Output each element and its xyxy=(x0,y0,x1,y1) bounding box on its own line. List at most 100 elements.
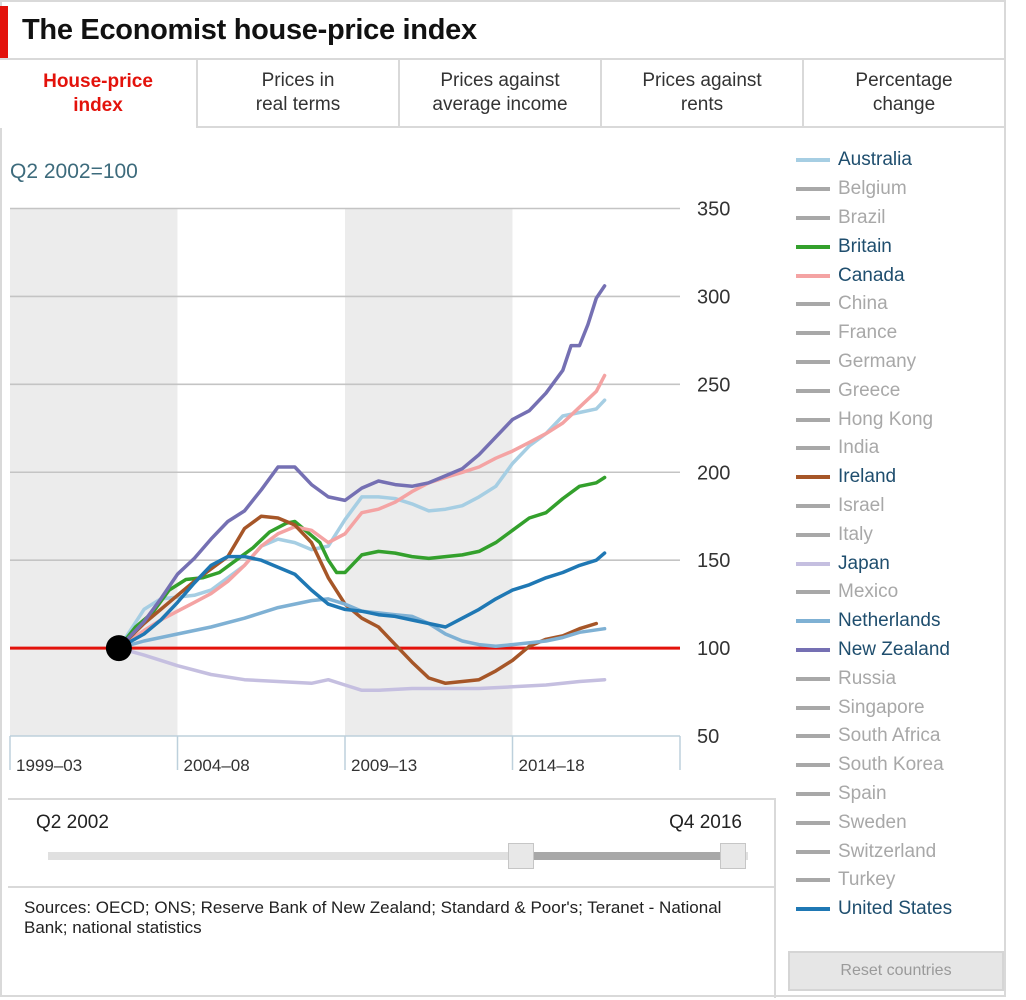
legend-label: Brazil xyxy=(838,206,886,228)
series-line-canada xyxy=(117,373,607,650)
legend-swatch xyxy=(796,215,830,220)
legend-label: Israel xyxy=(838,494,885,516)
legend-item-brazil[interactable]: Brazil xyxy=(796,204,1006,233)
legend-swatch xyxy=(796,187,830,192)
legend-label: Turkey xyxy=(838,869,896,891)
legend-label: Japan xyxy=(838,552,890,574)
legend-label: Germany xyxy=(838,350,917,372)
slider-track[interactable] xyxy=(48,852,748,860)
series-line-united-states xyxy=(117,551,607,650)
x-tick-label: 2009–13 xyxy=(351,756,417,775)
legend-item-belgium[interactable]: Belgium xyxy=(796,175,1006,204)
legend-label: South Africa xyxy=(838,725,941,747)
legend-swatch xyxy=(796,446,830,451)
legend-item-germany[interactable]: Germany xyxy=(796,348,1006,377)
legend-swatch xyxy=(796,676,830,681)
sources-note: Sources: OECD; ONS; Reserve Bank of New … xyxy=(8,886,776,998)
legend-item-netherlands[interactable]: Netherlands xyxy=(796,607,1006,636)
legend-item-sweden[interactable]: Sweden xyxy=(796,808,1006,837)
legend-item-israel[interactable]: Israel xyxy=(796,492,1006,521)
legend-swatch xyxy=(796,878,830,883)
page-title: The Economist house-price index xyxy=(22,14,477,46)
legend-item-russia[interactable]: Russia xyxy=(796,664,1006,693)
legend-item-india[interactable]: India xyxy=(796,434,1006,463)
tab-label: House-price index xyxy=(43,71,153,116)
tab-prices-against-rents[interactable]: Prices against rents xyxy=(600,60,802,128)
slider-start-label: Q2 2002 xyxy=(36,812,109,833)
legend-swatch xyxy=(796,561,830,566)
legend-item-italy[interactable]: Italy xyxy=(796,520,1006,549)
y-tick-label: 100 xyxy=(697,638,730,660)
legend-item-france[interactable]: France xyxy=(796,319,1006,348)
legend-swatch xyxy=(796,503,830,508)
legend-label: Ireland xyxy=(838,466,897,488)
series-line-new-zealand xyxy=(117,284,607,650)
legend-item-hong-kong[interactable]: Hong Kong xyxy=(796,405,1006,434)
y-tick-label: 300 xyxy=(697,286,730,308)
slider-start-handle[interactable] xyxy=(508,843,534,869)
legend-swatch xyxy=(796,273,830,278)
legend-item-spain[interactable]: Spain xyxy=(796,780,1006,809)
series-line-japan xyxy=(117,646,607,693)
legend-swatch xyxy=(796,417,830,422)
legend-label: New Zealand xyxy=(838,638,950,660)
legend-swatch xyxy=(796,475,830,480)
legend-label: United States xyxy=(838,898,953,920)
y-tick-label: 350 xyxy=(697,199,730,221)
legend-swatch xyxy=(796,763,830,768)
tab-prices-in-real-terms[interactable]: Prices in real terms xyxy=(196,60,398,128)
legend-item-canada[interactable]: Canada xyxy=(796,261,1006,290)
x-tick-label: 1999–03 xyxy=(16,756,82,775)
legend-swatch xyxy=(796,791,830,796)
y-tick-label: 250 xyxy=(697,374,730,396)
legend-label: Belgium xyxy=(838,178,907,200)
tab-house-price-index[interactable]: House-price index xyxy=(0,60,196,128)
legend-swatch xyxy=(796,331,830,336)
tab-prices-against-average-income[interactable]: Prices against average income xyxy=(398,60,600,128)
slider-selected-range xyxy=(518,852,738,860)
legend-item-switzerland[interactable]: Switzerland xyxy=(796,837,1006,866)
x-tick-label: 2004–08 xyxy=(184,756,250,775)
legend-label: Canada xyxy=(838,264,905,286)
legend-item-greece[interactable]: Greece xyxy=(796,376,1006,405)
legend-label: South Korea xyxy=(838,754,944,776)
legend-swatch xyxy=(796,302,830,307)
legend-swatch xyxy=(796,158,830,163)
legend-label: Singapore xyxy=(838,696,925,718)
legend-item-china[interactable]: China xyxy=(796,290,1006,319)
legend-item-turkey[interactable]: Turkey xyxy=(796,866,1006,895)
legend-label: Italy xyxy=(838,523,873,545)
legend-item-south-korea[interactable]: South Korea xyxy=(796,751,1006,780)
legend-item-singapore[interactable]: Singapore xyxy=(796,693,1006,722)
reset-countries-button[interactable]: Reset countries xyxy=(788,951,1004,991)
country-legend: Australia Belgium Brazil Britain Canada China… xyxy=(796,146,1006,924)
legend-label: Greece xyxy=(838,379,901,401)
slider-end-handle[interactable] xyxy=(720,843,746,869)
legend-item-united-states[interactable]: United States xyxy=(796,895,1006,924)
legend-item-japan[interactable]: Japan xyxy=(796,549,1006,578)
legend-swatch xyxy=(796,820,830,825)
tab-percentage-change[interactable]: Percentage change xyxy=(802,60,1004,128)
legend-item-ireland[interactable]: Ireland xyxy=(796,463,1006,492)
legend-item-mexico[interactable]: Mexico xyxy=(796,578,1006,607)
legend-swatch xyxy=(796,907,830,912)
legend-label: India xyxy=(838,437,880,459)
legend-swatch xyxy=(796,705,830,710)
legend-swatch xyxy=(796,359,830,364)
tab-label: Percentage change xyxy=(855,70,953,115)
tab-bar: House-price index Prices in real terms P… xyxy=(0,60,1004,128)
x-tick-label: 2014–18 xyxy=(519,756,585,775)
legend-label: Hong Kong xyxy=(838,408,934,430)
tab-label: Prices in real terms xyxy=(255,70,341,115)
date-range-slider: Q2 2002 Q4 2016 xyxy=(8,798,776,886)
base-point-marker xyxy=(105,635,132,662)
legend-item-britain[interactable]: Britain xyxy=(796,232,1006,261)
legend-item-new-zealand[interactable]: New Zealand xyxy=(796,636,1006,665)
legend-item-south-africa[interactable]: South Africa xyxy=(796,722,1006,751)
y-tick-label: 150 xyxy=(697,550,730,572)
legend-swatch xyxy=(796,388,830,393)
legend-label: Switzerland xyxy=(838,840,937,862)
legend-item-australia[interactable]: Australia xyxy=(796,146,1006,175)
line-chart: 350 300 250 200 150 100 50 1999–03 2004–08 2009–1… xyxy=(9,199,730,775)
legend-swatch xyxy=(796,619,830,624)
